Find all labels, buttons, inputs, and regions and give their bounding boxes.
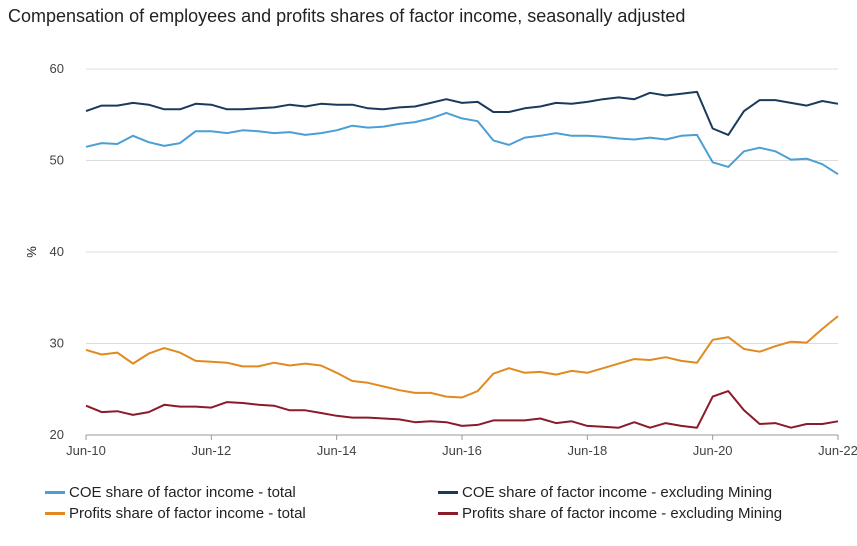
y-tick-label: 50 <box>50 153 64 168</box>
x-tick-label: Jun-20 <box>693 443 733 458</box>
y-tick-label: 40 <box>50 244 64 259</box>
legend-label: COE share of factor income - total <box>69 484 296 501</box>
series-line-3 <box>85 390 839 429</box>
y-axis-ticks: 20 30 40 50 60 <box>50 61 64 442</box>
legend-swatch <box>438 512 458 515</box>
y-axis-label: % <box>24 246 39 258</box>
legend-swatch <box>45 512 65 515</box>
series-lines <box>85 90 839 429</box>
y-tick-label: 30 <box>50 336 64 351</box>
legend-item-coe-total: COE share of factor income - total <box>45 484 296 501</box>
x-tick-label: Jun-10 <box>66 443 106 458</box>
x-tick-label: Jun-14 <box>317 443 357 458</box>
legend-swatch <box>45 491 65 494</box>
x-tick-label: Jun-18 <box>567 443 607 458</box>
legend-label: Profits share of factor income - excludi… <box>462 505 783 522</box>
y-tick-label: 20 <box>50 427 64 442</box>
legend-label: COE share of factor income - excluding M… <box>462 484 773 501</box>
x-tick-label: Jun-12 <box>191 443 231 458</box>
x-tick-label: Jun-16 <box>442 443 482 458</box>
series-line-2 <box>85 315 839 399</box>
legend-item-coe-ex-mining: COE share of factor income - excluding M… <box>438 484 772 501</box>
chart-title: Compensation of employees and profits sh… <box>8 6 686 26</box>
gridlines <box>86 68 838 436</box>
legend-label: Profits share of factor income - total <box>69 505 306 522</box>
series-line-0 <box>85 111 839 176</box>
x-tick-label: Jun-22 <box>818 443 857 458</box>
legend-swatch <box>438 491 458 494</box>
legend-item-profits-ex-mining: Profits share of factor income - excludi… <box>438 505 782 522</box>
legend-item-profits-total: Profits share of factor income - total <box>45 505 306 522</box>
y-tick-label: 60 <box>50 61 64 76</box>
x-axis: Jun-10 Jun-12 Jun-14 Jun-16 Jun-18 Jun-20 Jun-… <box>66 435 857 458</box>
series-line-1 <box>85 90 839 136</box>
